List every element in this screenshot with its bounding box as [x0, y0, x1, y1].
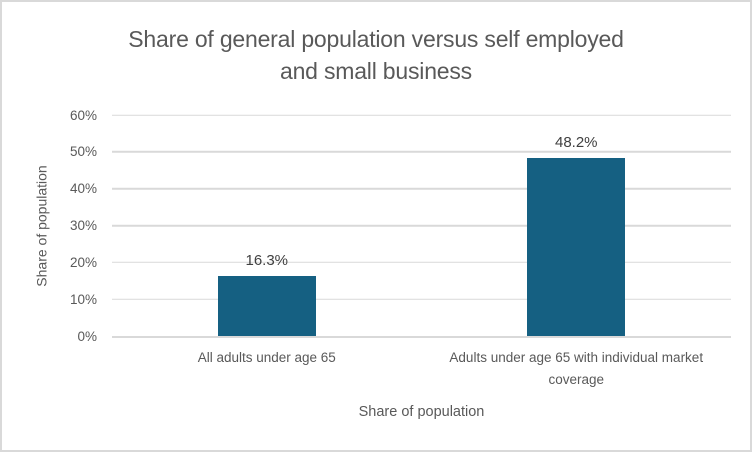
category-label-text-1: Adults under age 65 with individual mark… [449, 350, 704, 387]
gridline-10% [112, 298, 731, 300]
y-axis-ticks: 0% 10% 20% 30% 40% 50% 60% [52, 108, 97, 342]
x-axis-title: Share of population [358, 404, 485, 420]
x-axis-categories: All adults under age 65 Adults under age … [112, 347, 731, 395]
category-label-text-0: All adults under age 65 [197, 350, 336, 365]
gridline-50% [112, 151, 731, 153]
y-axis-title: Share of population [34, 164, 50, 287]
category-label-1: Adults under age 65 with individual mark… [422, 347, 732, 391]
chart-title-line-2: and small business [279, 58, 472, 84]
y-tick-label-40%: 40% [69, 180, 97, 196]
value-label-0: 16.3% [245, 251, 289, 269]
category-label-0: All adults under age 65 [112, 347, 422, 369]
plot-area: 16.3% 48.2% [112, 114, 731, 338]
y-tick-label-0%: 0% [77, 328, 97, 344]
y-tick-label-60%: 60% [69, 107, 97, 123]
bar-0 [217, 275, 316, 336]
y-tick-label-50%: 50% [69, 144, 97, 160]
gridline-40% [112, 187, 731, 190]
value-label-1: 48.2% [554, 134, 598, 152]
y-tick-label-10%: 10% [69, 291, 97, 307]
bar-1 [527, 158, 626, 336]
gridline-30% [112, 224, 731, 227]
y-tick-label-20%: 20% [69, 254, 97, 270]
y-tick-label-30%: 30% [69, 217, 97, 233]
chart-title: Share of general population versus self … [2, 23, 750, 87]
gridline-20% [112, 261, 731, 264]
gridline-60% [112, 114, 731, 116]
chart-title-line-1: Share of general population versus self … [128, 26, 624, 52]
